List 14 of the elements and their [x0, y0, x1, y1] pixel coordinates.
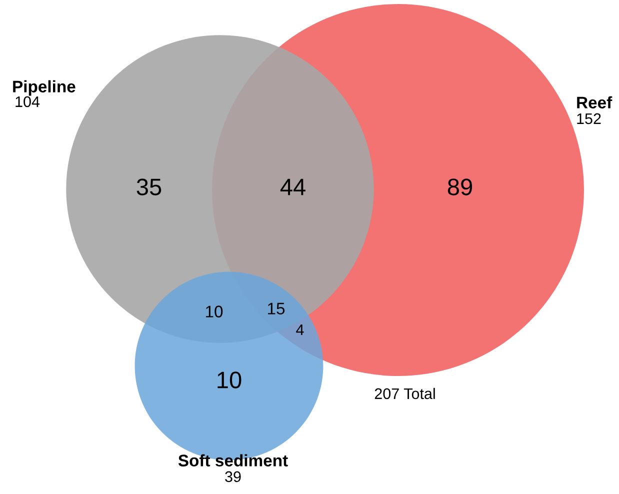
text: 4: [296, 324, 304, 335]
text: 35: [136, 178, 162, 196]
category-label: Soft sediment: [178, 454, 288, 466]
text: 44: [280, 178, 306, 196]
data-label: 152: [577, 113, 601, 124]
category-label: Reef: [577, 96, 612, 108]
text: 10: [218, 372, 242, 388]
data-label: 39: [225, 471, 241, 482]
category-label: Pipeline: [13, 80, 76, 96]
text: 15: [268, 302, 285, 314]
text: 207 Total: [374, 388, 435, 400]
text: 10: [206, 306, 223, 318]
data-label: 104: [16, 96, 40, 108]
text: 89: [448, 178, 472, 196]
